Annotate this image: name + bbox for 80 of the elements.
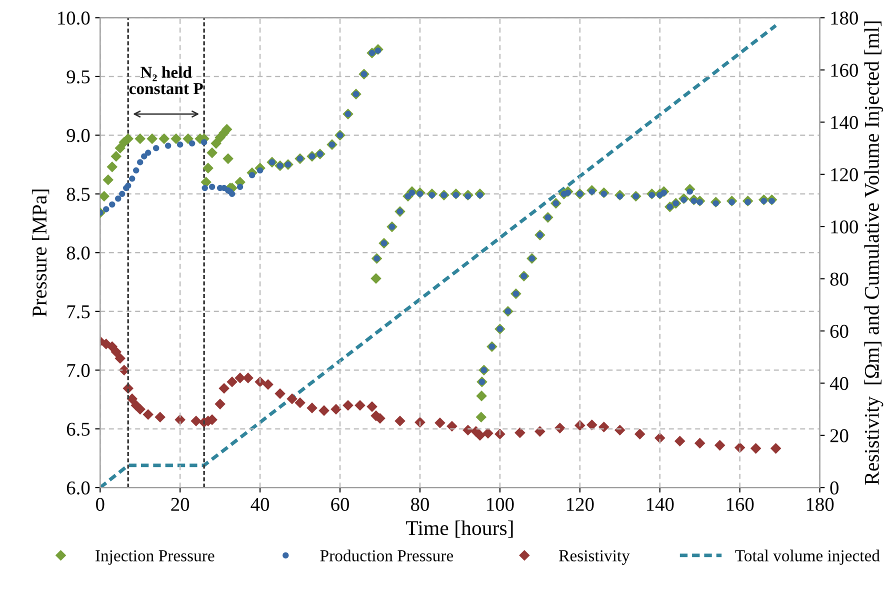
point <box>142 409 154 420</box>
y2-tick-label: 180 <box>831 12 858 25</box>
point <box>434 418 446 428</box>
point <box>354 400 366 410</box>
annotation: N₂ held constant P <box>129 66 203 94</box>
point <box>586 420 598 430</box>
y2-tick-label: 40 <box>830 376 848 390</box>
point <box>342 400 354 410</box>
point <box>394 416 406 426</box>
x-tick-label: 140 <box>647 498 674 511</box>
y2-axis-title: Resistivity [Ωm] and Cumulative Volume Injected [ml] <box>864 21 884 485</box>
point <box>226 376 238 387</box>
x-tick-label: 0 <box>96 498 104 511</box>
x-tick-label: 20 <box>171 498 190 511</box>
point <box>115 353 126 364</box>
point <box>474 430 486 440</box>
point <box>174 414 186 425</box>
point <box>242 372 254 384</box>
legend-label: Resistivity <box>559 550 630 565</box>
point <box>318 405 330 416</box>
point <box>101 338 112 350</box>
legend-label: Production Pressure <box>320 550 454 562</box>
point <box>514 428 526 438</box>
point <box>694 438 705 448</box>
point <box>127 394 138 404</box>
y-tick-label: 7.0 <box>67 364 90 378</box>
point <box>714 440 725 450</box>
x-tick-label: 100 <box>487 498 514 511</box>
point <box>634 428 645 440</box>
point <box>482 428 494 438</box>
y-tick-label: 8.0 <box>66 246 90 260</box>
x-tick-label: 80 <box>411 498 429 511</box>
y2-tick-label: 20 <box>830 429 848 442</box>
point <box>190 416 202 426</box>
point <box>111 346 122 357</box>
point <box>154 412 166 422</box>
y2-tick-label: 60 <box>830 324 848 338</box>
x-tick-label: 40 <box>250 498 270 511</box>
y-tick-label: 6.5 <box>66 422 90 436</box>
legend-label: Injection Pressure <box>96 550 214 565</box>
y-tick-label: 6.0 <box>66 481 90 495</box>
point <box>446 421 458 432</box>
point <box>262 379 274 390</box>
y2-tick-label: 160 <box>831 64 858 77</box>
point <box>654 432 665 444</box>
point <box>234 372 246 384</box>
y2-tick-label: 100 <box>831 220 858 234</box>
x-tick-label: 60 <box>331 498 349 511</box>
x-tick-label: 120 <box>567 498 594 511</box>
x-axis-title: Time [hours] <box>406 520 513 538</box>
point <box>414 417 426 428</box>
y-tick-label: 9.5 <box>66 70 90 84</box>
y2-tick-label: 80 <box>830 272 848 286</box>
y2-tick-label: 0 <box>830 481 838 495</box>
point <box>330 404 342 414</box>
y2-tick-label: 120 <box>831 168 858 182</box>
point <box>306 402 318 414</box>
y2-tick-label: 140 <box>831 116 858 130</box>
y-tick-label: 7.5 <box>67 305 90 318</box>
y-axis-title: Pressure [MPa] <box>32 190 50 317</box>
point <box>750 443 761 454</box>
point <box>218 383 230 394</box>
point <box>274 388 286 399</box>
point <box>214 398 226 410</box>
legend-label: Total volume injected <box>735 550 880 565</box>
x-tick-label: 160 <box>726 498 754 511</box>
point <box>494 428 506 440</box>
point <box>286 394 298 404</box>
point <box>134 404 146 414</box>
point <box>294 398 306 408</box>
x-tick-label: 180 <box>806 498 834 511</box>
y-tick-label: 8.5 <box>66 188 90 201</box>
point <box>366 402 378 412</box>
point <box>574 420 586 431</box>
point <box>598 422 610 432</box>
point <box>770 443 781 454</box>
point <box>674 436 685 446</box>
point <box>254 376 266 387</box>
y-tick-label: 10.0 <box>58 12 90 25</box>
y-tick-label: 9.0 <box>66 129 90 142</box>
